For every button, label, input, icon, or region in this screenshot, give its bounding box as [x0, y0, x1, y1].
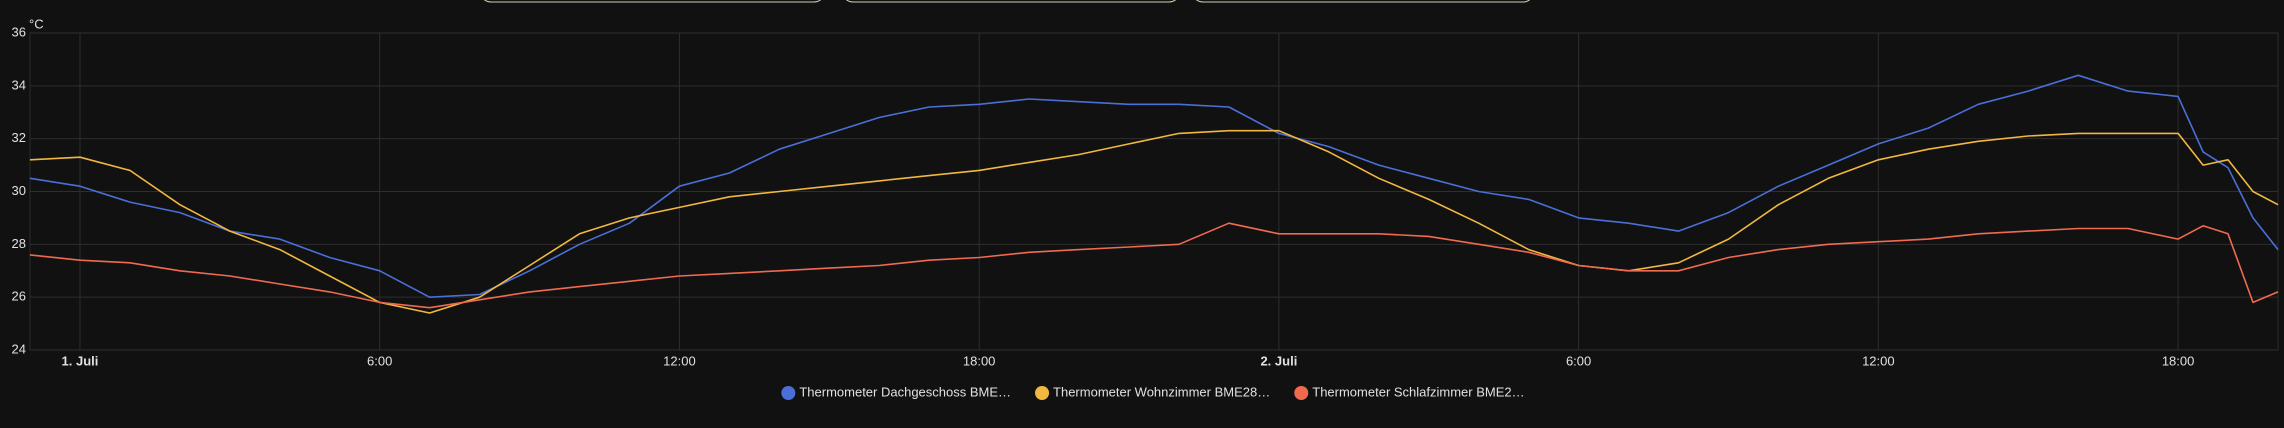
legend-marker[interactable] [1294, 386, 1309, 400]
legend-item[interactable]: Thermometer Wohnzimmer BME28… [1035, 384, 1270, 400]
y-tick-label: 26 [12, 289, 26, 304]
x-tick-label: 6:00 [367, 353, 392, 368]
y-tick-label: 32 [12, 130, 26, 145]
legend-label[interactable]: Thermometer Dachgeschoss BME… [799, 384, 1011, 399]
x-tick-label: 12:00 [663, 353, 696, 368]
legend-item[interactable]: Thermometer Schlafzimmer BME2… [1294, 384, 1525, 400]
legend-label[interactable]: Thermometer Wohnzimmer BME28… [1053, 384, 1270, 399]
x-tick-label: 18:00 [963, 353, 996, 368]
y-tick-label: 24 [12, 341, 26, 356]
x-tick-label: 12:00 [1862, 353, 1895, 368]
legend-item[interactable]: Thermometer Dachgeschoss BME… [781, 384, 1011, 400]
legend-label[interactable]: Thermometer Schlafzimmer BME2… [1312, 384, 1524, 399]
legend-marker[interactable] [1035, 386, 1050, 400]
filter-chip[interactable] [1192, 0, 1534, 3]
series-line [29, 129, 2279, 314]
y-tick-label: 28 [12, 236, 26, 251]
legend-marker[interactable] [781, 386, 796, 400]
x-tick-label: 6:00 [1566, 353, 1591, 368]
filter-chip[interactable] [480, 0, 825, 3]
x-tick-label: 2. Juli [1260, 353, 1297, 368]
y-unit: °C [29, 16, 44, 31]
x-tick-label: 1. Juli [62, 353, 99, 368]
y-tick-label: 36 [12, 24, 26, 39]
filter-chip[interactable] [842, 0, 1180, 3]
y-tick-label: 30 [12, 183, 26, 198]
series-line [29, 74, 2279, 298]
x-tick-label: 18:00 [2162, 353, 2195, 368]
series-line [29, 222, 2279, 309]
y-tick-label: 34 [12, 77, 26, 92]
